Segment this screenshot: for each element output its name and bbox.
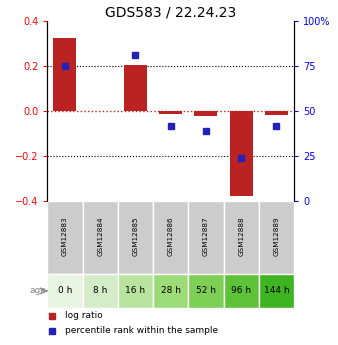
Bar (153, 274, 188, 308)
Bar (265, 111, 288, 115)
Text: 144 h: 144 h (264, 286, 289, 295)
Bar (188, 274, 223, 308)
Bar (194, 111, 217, 116)
Title: GDS583 / 22.24.23: GDS583 / 22.24.23 (105, 6, 236, 20)
Text: GSM12888: GSM12888 (238, 216, 244, 256)
Bar (259, 201, 294, 274)
Text: GSM12885: GSM12885 (132, 216, 139, 256)
Text: GSM12886: GSM12886 (168, 216, 174, 256)
Bar (118, 274, 153, 308)
Bar (53, 38, 76, 111)
Text: GSM12883: GSM12883 (62, 216, 68, 256)
Bar (223, 201, 259, 274)
Text: 96 h: 96 h (231, 286, 251, 295)
Text: GSM12884: GSM12884 (97, 216, 103, 256)
Text: 28 h: 28 h (161, 286, 181, 295)
Text: GSM12889: GSM12889 (273, 216, 280, 256)
Bar (259, 274, 294, 308)
Text: log ratio: log ratio (65, 311, 102, 320)
Bar (124, 65, 147, 111)
Text: 52 h: 52 h (196, 286, 216, 295)
Text: 0 h: 0 h (58, 286, 72, 295)
Bar (230, 111, 252, 196)
Bar (188, 201, 223, 274)
Text: percentile rank within the sample: percentile rank within the sample (65, 326, 218, 335)
Bar (153, 201, 188, 274)
Bar (223, 274, 259, 308)
Bar (82, 274, 118, 308)
Bar (82, 201, 118, 274)
Bar (118, 201, 153, 274)
Bar (47, 201, 82, 274)
Text: 8 h: 8 h (93, 286, 107, 295)
Bar (159, 111, 182, 114)
Text: age: age (30, 286, 47, 295)
Text: GSM12887: GSM12887 (203, 216, 209, 256)
Text: 16 h: 16 h (125, 286, 145, 295)
Bar (47, 274, 82, 308)
